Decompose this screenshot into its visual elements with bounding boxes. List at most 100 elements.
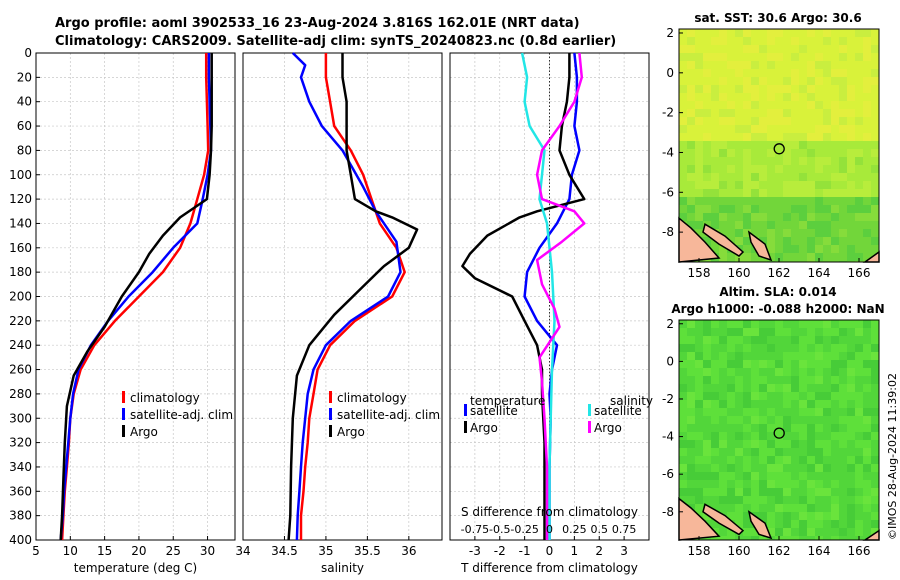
map-cell [751, 229, 759, 237]
map-cell [711, 408, 719, 416]
map-cell [831, 125, 839, 133]
map-cell [863, 125, 871, 133]
sst-map: 158 160 162 164 166 2 0 -2 -4 -6 -8 [662, 26, 880, 280]
map-cell [703, 448, 711, 456]
map-cell [759, 197, 767, 205]
map-cell [799, 424, 807, 432]
map-cell [743, 512, 751, 520]
map-cell [783, 368, 791, 376]
map-cell [815, 189, 823, 197]
map-cell [847, 101, 855, 109]
map-cell [751, 221, 759, 229]
sst-map-title: sat. SST: 30.6 Argo: 30.6 [694, 11, 861, 25]
map-cell [727, 85, 735, 93]
map-cell [735, 149, 743, 157]
map-cell [783, 117, 791, 125]
map-cell [751, 448, 759, 456]
map-cell [679, 77, 687, 85]
y-tick-label: 40 [17, 95, 32, 109]
map-cell [727, 456, 735, 464]
map-cell [823, 77, 831, 85]
map-cell [719, 133, 727, 141]
map-cell [767, 117, 775, 125]
map-cell [767, 456, 775, 464]
x-tick-label: 0 [546, 544, 554, 558]
map-cell [735, 101, 743, 109]
map-cell [831, 213, 839, 221]
map-cell [871, 245, 879, 253]
map-cell [839, 69, 847, 77]
y-tick-label: 380 [9, 509, 32, 523]
map-cell [871, 133, 879, 141]
map-cell [711, 392, 719, 400]
map-cell [783, 197, 791, 205]
map-cell [871, 37, 879, 45]
map-cell [871, 117, 879, 125]
profile-location-marker [773, 143, 785, 155]
map-cell [799, 29, 807, 37]
map-cell [799, 109, 807, 117]
map-cell [823, 93, 831, 101]
map-cell [823, 149, 831, 157]
map-cell [759, 456, 767, 464]
map-cell [839, 245, 847, 253]
map-cell [839, 77, 847, 85]
map-cell [751, 149, 759, 157]
map-cell [807, 512, 815, 520]
map-cell [759, 536, 767, 540]
map-cell [759, 77, 767, 85]
map-cell [775, 205, 783, 213]
map-cell [751, 173, 759, 181]
map-cell [767, 344, 775, 352]
map-cell [775, 320, 783, 328]
map-cell [855, 253, 863, 261]
map-cell [727, 368, 735, 376]
sla-map-title-line2: Argo h1000: -0.088 h2000: NaN [671, 302, 884, 316]
map-cell [871, 189, 879, 197]
x-tick-label: 3 [620, 544, 628, 558]
map-cell [799, 376, 807, 384]
map-cell [863, 488, 871, 496]
map-cell [871, 360, 879, 368]
map-cell [799, 53, 807, 61]
map-cell [735, 85, 743, 93]
map-cell [791, 173, 799, 181]
map-cell [775, 29, 783, 37]
map-cell [863, 117, 871, 125]
map-cell [767, 488, 775, 496]
map-cell [727, 189, 735, 197]
map-cell [719, 189, 727, 197]
map-cell [791, 93, 799, 101]
y-tick-label: 220 [9, 314, 32, 328]
map-cell [767, 440, 775, 448]
profile-location-marker [773, 427, 785, 439]
map-cell [799, 133, 807, 141]
map-cell [823, 45, 831, 53]
legend-label: Argo [470, 421, 498, 435]
map-cell [791, 352, 799, 360]
map-cell [807, 229, 815, 237]
map-cell [767, 77, 775, 85]
map-cell [855, 245, 863, 253]
map-cell [807, 181, 815, 189]
map-cell [871, 85, 879, 93]
map-cell [783, 528, 791, 536]
s-diff-axis-label: S difference from climatology [461, 505, 638, 519]
map-cell [759, 125, 767, 133]
map-cell [791, 205, 799, 213]
y-tick-label: 140 [9, 216, 32, 230]
map-cell [783, 157, 791, 165]
map-cell [679, 440, 687, 448]
map-x-tick-label: 166 [848, 544, 871, 558]
map-cell [687, 221, 695, 229]
map-cell [783, 85, 791, 93]
map-cell [775, 85, 783, 93]
y-tick-label: 360 [9, 484, 32, 498]
map-cell [839, 101, 847, 109]
map-cell [831, 368, 839, 376]
map-cell [767, 520, 775, 528]
map-cell [815, 37, 823, 45]
map-cell [791, 85, 799, 93]
map-cell [687, 416, 695, 424]
map-cell [799, 229, 807, 237]
